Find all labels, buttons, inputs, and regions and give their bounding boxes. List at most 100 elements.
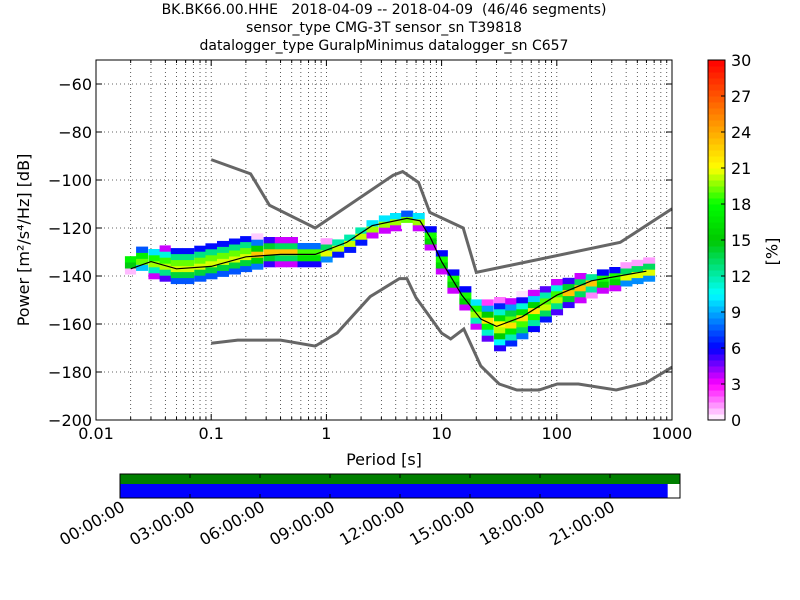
ppsd-cell xyxy=(366,220,379,227)
ppsd-cell xyxy=(527,325,540,333)
ppsd-cell xyxy=(516,315,529,322)
ppsd-cell xyxy=(251,245,264,252)
ppsd-cell xyxy=(596,269,609,276)
timeline-label: 21:00:00 xyxy=(546,497,618,549)
ppsd-cell xyxy=(217,258,230,265)
ppsd-cell xyxy=(631,277,644,285)
y-tick-label: −120 xyxy=(48,219,92,238)
colorbar-segment xyxy=(708,324,725,331)
ppsd-cell xyxy=(401,222,414,229)
ppsd-cell xyxy=(240,265,253,273)
ppsd-cell xyxy=(148,261,161,268)
colorbar-segment xyxy=(708,306,725,313)
ppsd-cell xyxy=(285,243,298,250)
colorbar-segment xyxy=(708,228,725,235)
ppsd-cell xyxy=(551,303,564,310)
colorbar-segment xyxy=(708,336,725,343)
timeline-data-bar xyxy=(120,474,680,484)
ppsd-cell xyxy=(412,225,425,232)
ppsd-cell xyxy=(494,339,507,346)
ppsd-cell xyxy=(459,298,472,305)
colorbar-segment xyxy=(708,384,725,391)
ppsd-cell xyxy=(182,241,195,249)
ppsd-cell xyxy=(205,261,218,268)
ppsd-cell xyxy=(620,268,633,275)
colorbar-segment xyxy=(708,366,725,373)
ppsd-cell xyxy=(228,250,241,257)
colorbar-segment xyxy=(708,180,725,187)
ppsd-cell xyxy=(401,216,414,223)
ppsd-cell xyxy=(551,297,564,304)
ppsd-cell xyxy=(182,253,195,261)
colorbar-segment xyxy=(708,174,725,181)
ppsd-cell xyxy=(527,295,540,303)
ppsd-cell xyxy=(527,289,540,297)
ppsd-cell xyxy=(494,327,507,334)
y-axis-label: Power [m²/s⁴/Hz] [dB] xyxy=(14,154,33,327)
ppsd-cell xyxy=(366,232,379,239)
ppsd-cell xyxy=(194,239,207,246)
ppsd-cell xyxy=(170,247,183,255)
ppsd-cell xyxy=(539,292,552,299)
colorbar-segment xyxy=(708,294,725,301)
ppsd-cell xyxy=(631,265,644,273)
colorbar-segment xyxy=(708,144,725,151)
ppsd-cell xyxy=(516,291,529,298)
ppsd-cell xyxy=(424,238,437,245)
colorbar-segment xyxy=(708,222,725,229)
ppsd-cell xyxy=(217,264,230,271)
ppsd-cell xyxy=(585,292,598,299)
colorbar-segment xyxy=(708,120,725,127)
x-tick-label: 10 xyxy=(431,424,451,443)
ppsd-cell xyxy=(481,299,494,306)
timeline-label: 00:00:00 xyxy=(56,497,128,549)
ppsd-cell xyxy=(459,292,472,299)
ppsd-cell xyxy=(435,250,448,257)
ppsd-cell xyxy=(585,286,598,293)
ppsd-cell xyxy=(620,274,633,281)
ppsd-cell xyxy=(643,275,656,282)
ppsd-cell xyxy=(435,268,448,275)
ppsd-cell xyxy=(309,255,322,262)
ppsd-cell xyxy=(159,251,172,258)
ppsd-cell xyxy=(228,232,241,239)
high-noise-model-line xyxy=(210,158,673,275)
ppsd-cell xyxy=(585,280,598,287)
title-line-3: datalogger_type GuralpMinimus datalogger… xyxy=(199,38,569,54)
ppsd-cell xyxy=(285,249,298,256)
ppsd-cell xyxy=(435,256,448,263)
ppsd-cell xyxy=(424,226,437,233)
ppsd-cell xyxy=(585,274,598,281)
ppsd-cell xyxy=(378,221,391,228)
ppsd-cell xyxy=(274,255,287,262)
ppsd-cell xyxy=(516,321,529,328)
ppsd-cell xyxy=(609,267,622,274)
ppsd-cell xyxy=(194,245,207,252)
ppsd-cell xyxy=(494,315,507,322)
y-tick-label: −80 xyxy=(58,123,92,142)
ppsd-cell xyxy=(194,251,207,258)
y-tick-label: −160 xyxy=(48,315,92,334)
ppsd-cell xyxy=(505,310,518,317)
ppsd-cell xyxy=(551,279,564,286)
ppsd-cell xyxy=(631,271,644,279)
colorbar-tick-label: 9 xyxy=(731,303,741,322)
ppsd-cell xyxy=(447,275,460,282)
ppsd-cell xyxy=(643,257,656,264)
ppsd-cell xyxy=(297,261,310,268)
ppsd-cell xyxy=(562,289,575,297)
ppsd-cell xyxy=(332,245,345,252)
ppsd-cell xyxy=(332,239,345,246)
ppsd-cell xyxy=(251,257,264,264)
ppsd-cell xyxy=(274,237,287,244)
x-tick-label: 1000 xyxy=(652,424,693,443)
ppsd-cell xyxy=(481,335,494,342)
ppsd-cell xyxy=(562,277,575,285)
ppsd-cell xyxy=(494,303,507,310)
colorbar-segment xyxy=(708,360,725,367)
colorbar-segment xyxy=(708,354,725,361)
ppsd-cell xyxy=(124,262,137,269)
ppsd-cell xyxy=(136,270,149,277)
ppsd-cell xyxy=(136,246,149,253)
